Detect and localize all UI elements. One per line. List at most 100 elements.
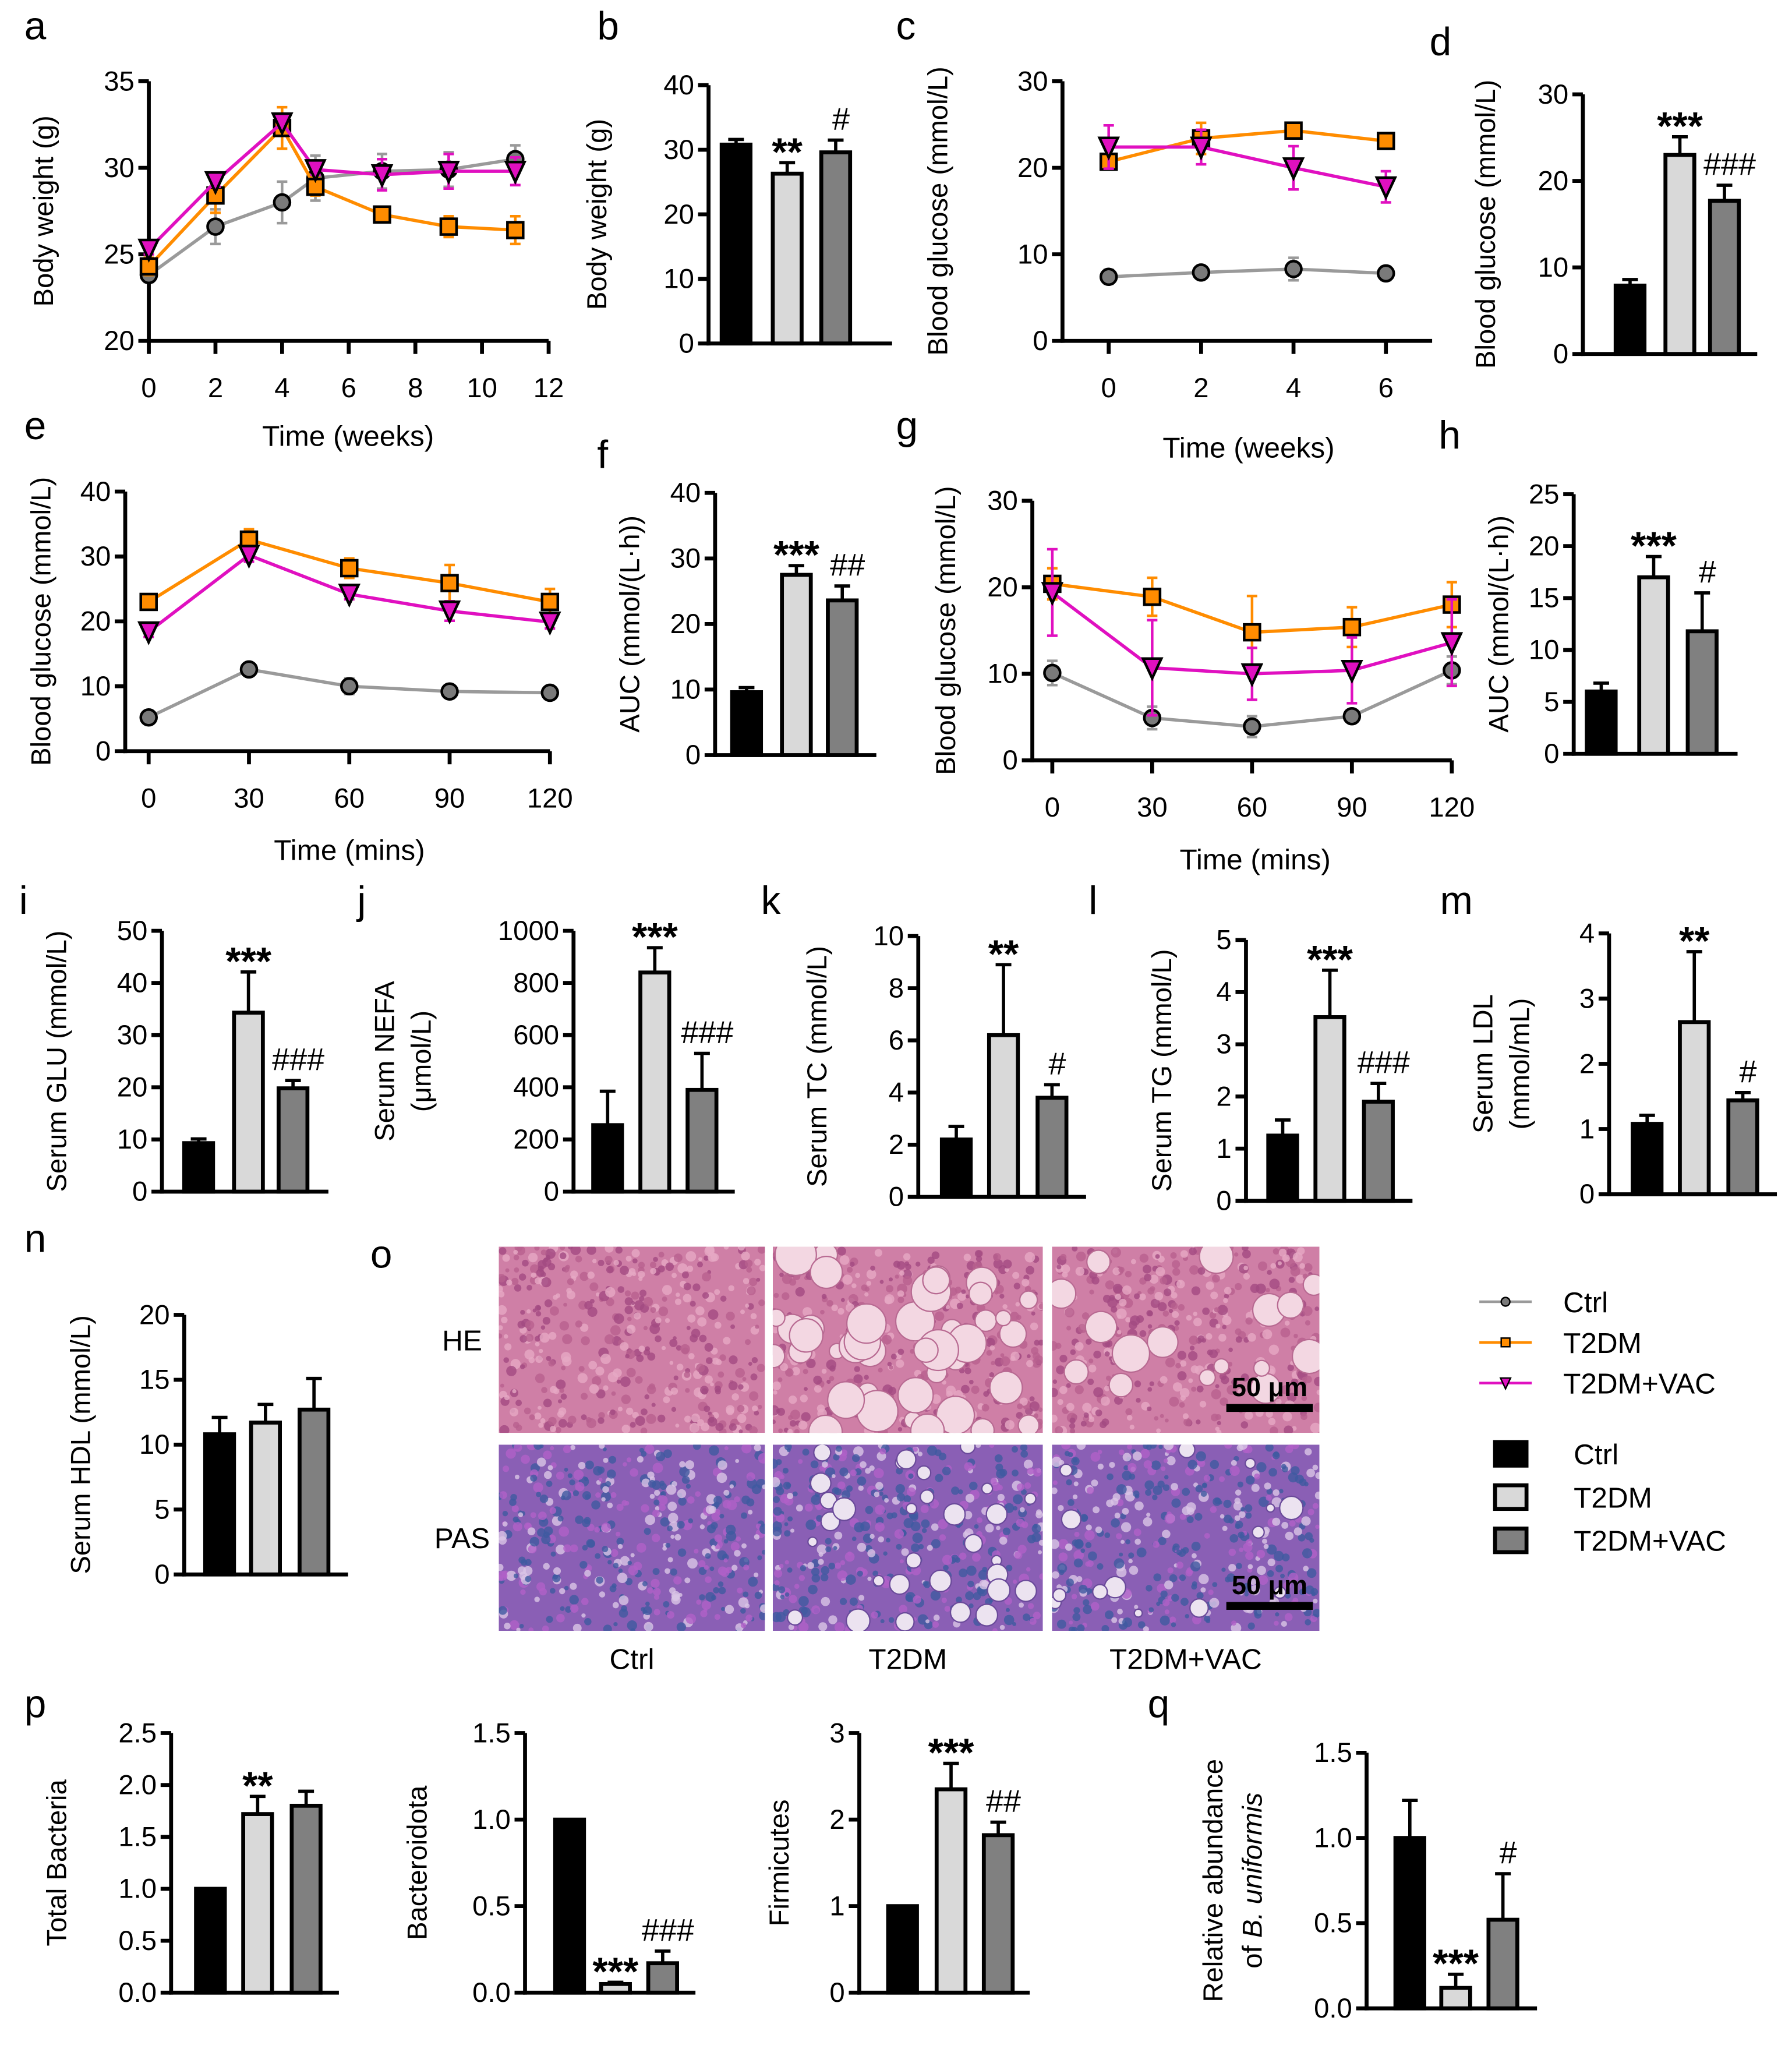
series-line-ctrl	[1108, 267, 1386, 279]
cell	[1251, 1483, 1260, 1492]
cell	[734, 1496, 740, 1503]
cell	[575, 1515, 584, 1524]
cell	[605, 1287, 616, 1298]
series-t2dm-vac	[137, 545, 561, 646]
cell	[1292, 1252, 1303, 1263]
y-tick-label: 5	[1544, 687, 1559, 718]
cell	[969, 1603, 974, 1609]
cell	[798, 1621, 809, 1631]
cell	[1122, 1471, 1132, 1481]
cell	[1212, 1274, 1220, 1283]
panel-letter: f	[597, 433, 608, 477]
cell	[1196, 1385, 1204, 1393]
cell	[616, 1503, 624, 1511]
cell	[556, 1613, 565, 1623]
cell	[1038, 1303, 1043, 1309]
cell	[1306, 1568, 1317, 1578]
data-point-t2dm-vac	[1097, 136, 1120, 161]
cell	[1300, 1413, 1307, 1421]
cell	[1140, 1449, 1150, 1458]
cell	[533, 1482, 543, 1493]
cell	[726, 1312, 735, 1321]
cell	[1193, 1317, 1202, 1327]
cell	[787, 1516, 793, 1522]
cell	[714, 1614, 720, 1620]
cell	[1088, 1358, 1094, 1363]
cell	[559, 1388, 564, 1393]
cell	[696, 1363, 705, 1373]
cell	[669, 1338, 678, 1347]
cell	[630, 1422, 636, 1428]
cell	[750, 1373, 758, 1381]
cell	[1228, 1548, 1236, 1556]
cell	[566, 1290, 575, 1299]
cell	[1247, 1564, 1253, 1570]
cell	[1033, 1524, 1038, 1529]
cell	[880, 1619, 885, 1624]
bar-ctrl	[1266, 1133, 1299, 1203]
cell	[754, 1534, 760, 1540]
cell	[616, 1538, 624, 1545]
data-point-t2dm-vac	[271, 112, 294, 137]
cell	[715, 1422, 724, 1432]
cell	[779, 1563, 784, 1568]
cell	[687, 1265, 694, 1272]
cell	[1235, 1521, 1243, 1529]
x-tick-label: 0	[141, 783, 156, 814]
cell	[1129, 1315, 1140, 1326]
significance-label: #	[1048, 1046, 1066, 1081]
cell	[528, 1252, 538, 1263]
cell	[1281, 1464, 1286, 1469]
cell	[857, 1570, 863, 1577]
cell	[1227, 1384, 1237, 1395]
cell	[720, 1295, 727, 1302]
y-tick-label: 0	[889, 1182, 904, 1213]
cell	[747, 1286, 756, 1295]
y-tick-label: 800	[513, 967, 559, 998]
y-tick-label: 30	[117, 1020, 148, 1051]
cell	[602, 1486, 609, 1493]
cell	[1284, 1425, 1293, 1433]
cell	[1069, 1417, 1076, 1424]
cell	[1249, 1577, 1257, 1585]
cell	[813, 1375, 822, 1385]
cell	[1305, 1619, 1312, 1626]
cell	[1269, 1278, 1280, 1290]
cell	[1235, 1489, 1242, 1496]
cell	[1240, 1507, 1245, 1512]
cell	[620, 1376, 631, 1387]
x-axis-label: Time (weeks)	[1162, 432, 1334, 464]
cell	[1090, 1602, 1100, 1611]
bar-t2dm-vac	[1726, 1098, 1759, 1196]
x-tick-label: 6	[341, 373, 356, 404]
data-point-t2dm-vac	[1440, 632, 1464, 656]
cell	[579, 1271, 589, 1281]
cell	[680, 1344, 690, 1354]
vacuole	[774, 1246, 817, 1276]
cell	[882, 1334, 892, 1345]
cell	[821, 1461, 828, 1468]
cell	[1030, 1322, 1038, 1330]
cell	[1026, 1360, 1034, 1368]
cell	[670, 1387, 678, 1395]
cell	[689, 1422, 699, 1433]
cell	[1233, 1456, 1239, 1462]
cell	[1091, 1276, 1100, 1285]
cell	[1215, 1426, 1220, 1432]
cell	[1202, 1307, 1210, 1315]
cell	[1153, 1541, 1160, 1548]
cell	[1112, 1493, 1121, 1502]
cell	[519, 1364, 525, 1369]
significance-label: #	[1739, 1054, 1756, 1089]
cell	[529, 1536, 540, 1547]
cell	[719, 1514, 724, 1519]
cell	[917, 1614, 928, 1625]
cell	[780, 1363, 788, 1372]
y-tick-label: 10	[670, 674, 701, 705]
cell	[598, 1478, 603, 1482]
vacuole	[975, 1603, 999, 1627]
cell	[974, 1524, 979, 1529]
significance-label: ###	[642, 1913, 694, 1948]
y-tick-label: 4	[1579, 918, 1595, 949]
cell	[1052, 1571, 1059, 1579]
